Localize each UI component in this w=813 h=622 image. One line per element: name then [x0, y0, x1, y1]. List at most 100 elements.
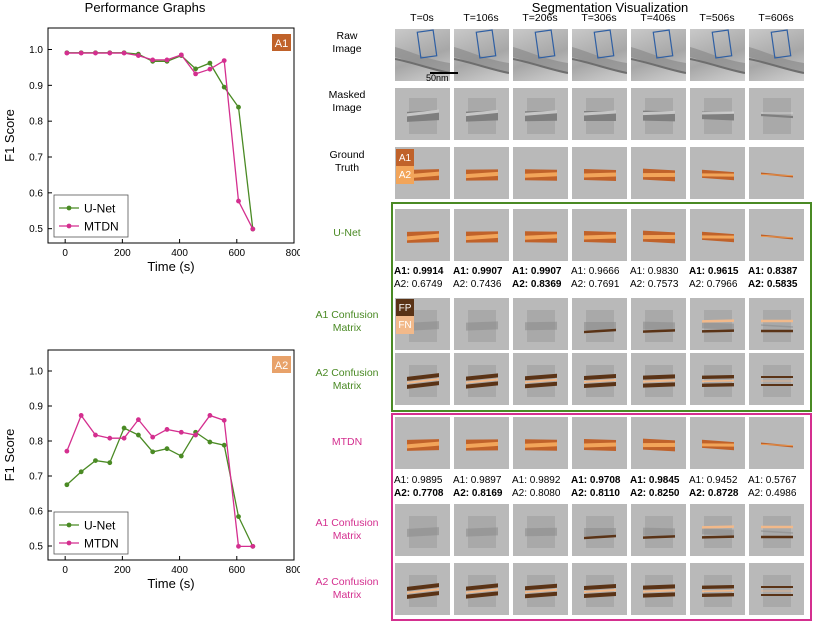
row-label-mtdn: MTDN	[305, 436, 389, 449]
score-value: 0.7573	[647, 279, 679, 290]
row-label-line: A2 Confusion	[315, 367, 379, 379]
tile-mtdn	[572, 417, 627, 469]
tile-graphic	[643, 230, 675, 244]
data-point	[207, 413, 213, 418]
wire-highlight	[466, 109, 498, 117]
a2-segmentation	[466, 171, 498, 179]
data-point	[193, 432, 199, 438]
fn-pixels	[466, 378, 498, 384]
score-value: 0.9914	[412, 266, 444, 277]
row-label-line: Raw	[336, 30, 358, 42]
score-value: 0.9708	[589, 475, 621, 486]
tile-graphic	[690, 29, 745, 74]
chart-badge-label: A2	[275, 360, 288, 372]
chart-badge	[272, 356, 291, 373]
data-point	[164, 57, 170, 63]
data-point	[121, 50, 127, 56]
fp-pixels	[584, 382, 616, 388]
unet-a1-score: A1: 0.9615	[689, 265, 749, 278]
tile-unet-a2cm	[454, 353, 509, 405]
wire-texture	[643, 321, 675, 331]
fp-pixels	[702, 592, 734, 598]
score-value: 0.7708	[412, 488, 444, 499]
data-point	[207, 66, 213, 72]
x-axis-label: Time (s)	[147, 259, 194, 274]
unet-scores: A1: 0.9830 A2: 0.7573	[630, 265, 690, 291]
a2-segmentation	[702, 235, 734, 239]
tile-graphic	[631, 29, 686, 74]
fp-pixels	[407, 373, 439, 381]
mtdn-a2-score: A2: 0.8169	[453, 487, 513, 500]
row-label-unet: U-Net	[305, 227, 389, 240]
data-point	[221, 58, 227, 64]
roi-box	[475, 29, 497, 59]
tile-gt	[631, 147, 686, 199]
tile-graphic	[584, 168, 616, 182]
x-tick-label: 400	[171, 248, 188, 259]
scale-bar	[430, 72, 458, 74]
y-tick-label: 0.9	[29, 402, 43, 413]
fp-pixels	[407, 591, 439, 599]
data-point	[236, 104, 241, 110]
fp-pixels	[525, 583, 557, 591]
data-point	[78, 50, 84, 56]
tile-mtdn-a1cm	[572, 504, 627, 556]
score-label: A1:	[748, 266, 767, 277]
row-label-line: Masked	[328, 89, 366, 101]
performance-graphs-title: Performance Graphs	[84, 0, 206, 15]
wire-highlight	[702, 111, 734, 115]
fp-pixels	[761, 535, 793, 539]
tile-graphic	[702, 310, 734, 342]
chart-badge-label: A1	[275, 38, 288, 50]
a2-segmentation	[584, 234, 616, 240]
tile-unet	[572, 209, 627, 261]
row-label-line: A1 Confusion	[315, 517, 379, 529]
fn-pixels	[584, 379, 616, 383]
nanowire-image	[631, 47, 686, 73]
tile-graphic	[761, 234, 793, 240]
score-value: 0.5767	[765, 475, 797, 486]
tile-graphic	[466, 575, 498, 607]
score-value: 0.8728	[707, 488, 739, 499]
tile-graphic	[572, 29, 627, 74]
row-label-line: Matrix	[332, 380, 362, 393]
tile-mtdn	[513, 417, 568, 469]
unet-scores: A1: 0.9914 A2: 0.6749	[394, 265, 454, 291]
fp-pixels	[407, 583, 439, 591]
a2-segmentation	[643, 234, 675, 240]
tile-graphic	[643, 575, 675, 607]
legend-fn: FN	[396, 316, 414, 334]
x-tick-label: 800	[286, 565, 300, 576]
score-label: A1:	[453, 266, 472, 277]
data-point	[121, 435, 127, 441]
y-tick-label: 1.0	[29, 45, 43, 56]
data-point	[164, 427, 170, 432]
data-point	[64, 50, 70, 56]
mtdn-a2-score: A2: 0.8728	[689, 487, 749, 500]
tile-graphic	[466, 439, 498, 451]
fn-pixels	[702, 525, 734, 529]
score-value: 0.8369	[530, 279, 562, 290]
tile-mtdn-a2cm	[749, 563, 804, 615]
tile-unet-a1cm	[690, 298, 745, 350]
roi-box	[416, 29, 438, 59]
nanowire-image	[572, 47, 627, 73]
a2-segmentation	[466, 233, 498, 241]
score-value: 0.9615	[707, 266, 739, 277]
fn-pixels	[643, 589, 675, 593]
score-label: A1:	[689, 266, 708, 277]
wire-texture	[407, 321, 439, 331]
y-tick-label: 0.8	[29, 117, 43, 128]
tile-graphic	[407, 575, 439, 607]
score-label: A1:	[630, 266, 648, 277]
wire-texture	[584, 321, 616, 331]
a2-segmentation	[525, 172, 557, 178]
score-label: A1:	[512, 266, 531, 277]
nanowire-image	[690, 47, 745, 73]
x-tick-label: 400	[171, 565, 188, 576]
row-label-raw: Raw Image	[305, 30, 389, 56]
tile-graphic	[525, 439, 557, 451]
tile-mtdn-a2cm	[572, 563, 627, 615]
x-tick-label: 600	[228, 565, 245, 576]
wire-texture	[466, 321, 498, 331]
